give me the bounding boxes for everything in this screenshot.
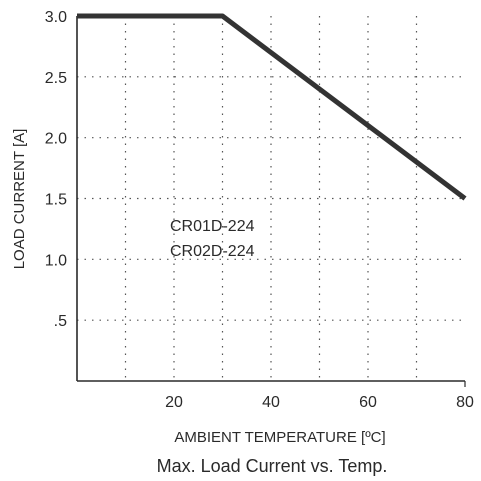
x-tick-label: 60 bbox=[359, 394, 377, 411]
chart-title: Max. Load Current vs. Temp. bbox=[157, 456, 388, 476]
annotation-line-2: CR02D-224 bbox=[170, 243, 255, 260]
axes bbox=[76, 16, 466, 387]
series-layer bbox=[77, 13, 467, 201]
grid-lines bbox=[77, 16, 465, 381]
tick-labels: 20 40 60 80 .5 1.0 1.5 2.0 2.5 3.0 bbox=[45, 9, 474, 411]
y-tick-label: 2.5 bbox=[45, 70, 67, 87]
x-axis-label: AMBIENT TEMPERATURE [ºC] bbox=[174, 429, 385, 446]
y-axis-label: LOAD CURRENT [A] bbox=[11, 129, 28, 270]
x-tick-label: 20 bbox=[165, 394, 183, 411]
x-tick-label: 80 bbox=[456, 394, 474, 411]
series-line bbox=[77, 13, 467, 201]
y-tick-label: .5 bbox=[54, 313, 67, 330]
y-tick-label: 1.5 bbox=[45, 192, 67, 209]
y-tick-label: 1.0 bbox=[45, 252, 67, 269]
y-tick-label: 2.0 bbox=[45, 131, 67, 148]
x-tick-label: 40 bbox=[262, 394, 280, 411]
y-tick-label: 3.0 bbox=[45, 9, 67, 26]
annotation-line-1: CR01D-224 bbox=[170, 218, 255, 235]
